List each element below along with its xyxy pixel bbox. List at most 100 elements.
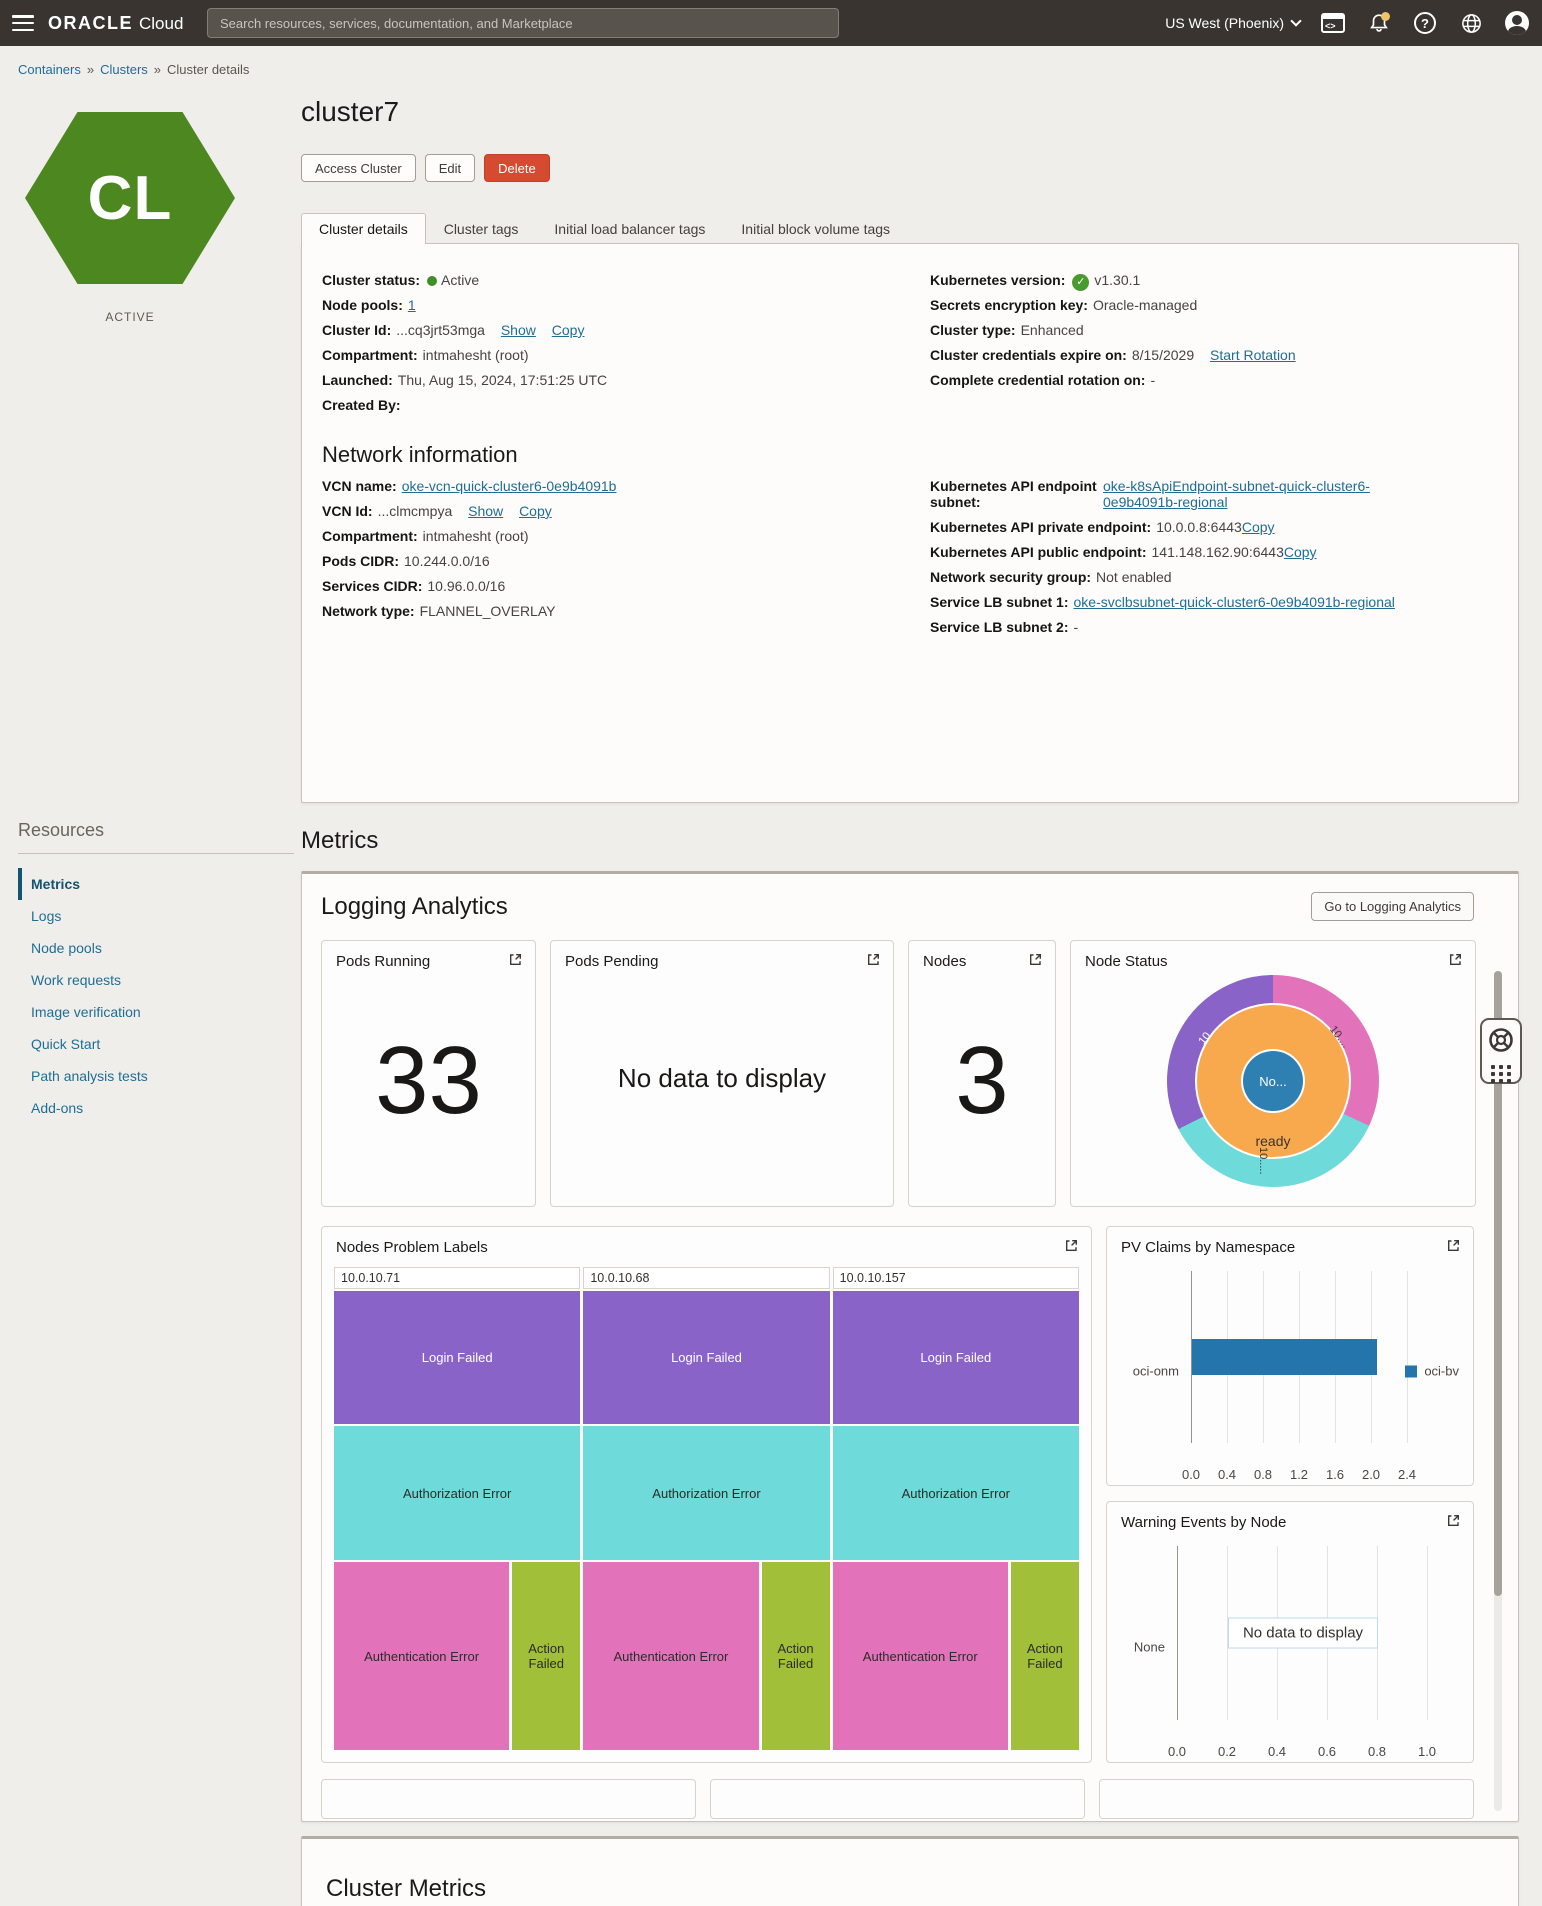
tab-cluster-tags[interactable]: Cluster tags — [443, 221, 519, 237]
cluster-metrics-panel: Cluster Metrics — [301, 1836, 1519, 1906]
x-tick: 0.8 — [1253, 1467, 1273, 1482]
logo-oracle: ORACLE — [48, 12, 133, 33]
logging-analytics-panel: Logging Analytics Go to Logging Analytic… — [301, 871, 1519, 1822]
copy-link[interactable]: Copy — [551, 322, 585, 338]
pods-pending-empty-state: No data to display — [617, 1063, 827, 1093]
treemap-cell-authorization-error[interactable]: Authorization Error — [334, 1426, 581, 1560]
show-link[interactable]: Show — [468, 503, 504, 519]
problem-labels-treemap[interactable]: 10.0.10.71 Login Failed Authorization Er… — [334, 1267, 1079, 1750]
nodes-card: Nodes 3 — [908, 940, 1056, 1207]
node-status-sunburst-chart[interactable]: No... ready 10... 10.... 10..... — [1167, 975, 1379, 1188]
pv-claims-bar-chart[interactable]: oci-onm 0.0 0.4 0.8 1.2 1.6 2.0 2 — [1121, 1271, 1459, 1482]
treemap-cell-login-failed[interactable]: Login Failed — [334, 1291, 581, 1424]
field-cluster-status: Cluster status: Active — [322, 272, 480, 288]
field-node-pools: Node pools: 1 — [322, 297, 416, 313]
treemap-cell-login-failed[interactable]: Login Failed — [583, 1291, 830, 1424]
hamburger-menu-icon[interactable] — [12, 15, 34, 31]
no-data-message: No data to display — [1227, 1617, 1379, 1649]
treemap-cell-authorization-error[interactable]: Authorization Error — [583, 1426, 830, 1560]
pods-pending-card: Pods Pending No data to display — [550, 940, 894, 1207]
api-endpoint-subnet-link[interactable]: oke-k8sApiEndpoint-subnet-quick-cluster6… — [1103, 478, 1370, 510]
go-to-logging-analytics-button[interactable]: Go to Logging Analytics — [1311, 892, 1474, 921]
copy-link[interactable]: Copy — [1283, 544, 1317, 560]
cloud-shell-icon[interactable]: <> — [1320, 10, 1346, 36]
sidebar-item-metrics[interactable]: Metrics — [18, 868, 294, 900]
top-navigation-bar: ORACLE Cloud US West (Phoenix) <> ? — [0, 0, 1542, 46]
external-link-icon[interactable] — [1446, 1513, 1461, 1533]
sidebar-item-node-pools[interactable]: Node pools — [31, 940, 102, 956]
edit-button[interactable]: Edit — [424, 154, 476, 182]
field-services-cidr: Services CIDR: 10.96.0.0/16 — [322, 578, 506, 594]
show-link[interactable]: Show — [500, 322, 536, 338]
tab-initial-load-balancer-tags[interactable]: Initial load balancer tags — [554, 221, 706, 237]
treemap-cell-authorization-error[interactable]: Authorization Error — [832, 1426, 1079, 1560]
logo-cloud: Cloud — [139, 13, 184, 33]
field-vcn-id: VCN Id: ...clmcmpya Show Copy — [322, 503, 552, 519]
notifications-bell-icon[interactable] — [1366, 10, 1392, 36]
logging-analytics-title: Logging Analytics — [321, 892, 508, 920]
treemap-cell-action-failed[interactable]: Action Failed — [761, 1562, 830, 1750]
treemap-cell-authentication-error[interactable]: Authentication Error — [583, 1562, 759, 1750]
external-link-icon[interactable] — [1028, 952, 1043, 972]
copy-link[interactable]: Copy — [1241, 519, 1275, 535]
external-link-icon[interactable] — [508, 952, 523, 972]
sidebar-item-image-verification[interactable]: Image verification — [31, 1004, 141, 1020]
legend-swatch — [1405, 1365, 1418, 1377]
access-cluster-button[interactable]: Access Cluster — [301, 154, 416, 182]
external-link-icon[interactable] — [1448, 952, 1463, 972]
breadcrumb-separator: » — [153, 62, 162, 77]
sunburst-cyan-segment-label: 10..... — [1257, 1147, 1269, 1175]
field-complete-rotation: Complete credential rotation on: - — [930, 372, 1156, 388]
field-network-security-group: Network security group: Not enabled — [930, 569, 1172, 585]
warning-events-chart[interactable]: None No data to display 0.0 0.2 0.4 0.6 … — [1121, 1546, 1459, 1759]
treemap-cell-authentication-error[interactable]: Authentication Error — [334, 1562, 510, 1750]
breadcrumb-clusters[interactable]: Clusters — [100, 62, 148, 77]
search-input[interactable] — [207, 8, 839, 38]
region-label: US West (Phoenix) — [1165, 15, 1284, 31]
field-k8s-api-endpoint-subnet: Kubernetes API endpoint subnet: oke-k8sA… — [930, 478, 1494, 510]
language-globe-icon[interactable] — [1458, 10, 1484, 36]
external-link-icon[interactable] — [1064, 1238, 1079, 1258]
bar-oci-onm[interactable] — [1192, 1339, 1377, 1375]
sidebar-item-work-requests[interactable]: Work requests — [31, 972, 121, 988]
panel-scrollbar-thumb[interactable] — [1494, 971, 1502, 1596]
status-badge: ACTIVE — [105, 310, 155, 324]
life-ring-icon — [1488, 1027, 1514, 1058]
node-pools-link[interactable]: 1 — [407, 297, 416, 313]
region-selector[interactable]: US West (Phoenix) — [1165, 15, 1302, 31]
treemap-cell-login-failed[interactable]: Login Failed — [832, 1291, 1079, 1424]
x-tick: 0.4 — [1267, 1744, 1287, 1759]
oracle-cloud-logo[interactable]: ORACLE Cloud — [48, 13, 183, 34]
vcn-name-link[interactable]: oke-vcn-quick-cluster6-0e9b4091b — [401, 478, 617, 494]
page-title: cluster7 — [301, 96, 400, 127]
clipped-card — [1099, 1779, 1474, 1819]
sidebar-item-logs[interactable]: Logs — [31, 908, 62, 924]
start-rotation-link[interactable]: Start Rotation — [1210, 347, 1296, 363]
external-link-icon[interactable] — [1446, 1238, 1461, 1258]
user-avatar-icon[interactable] — [1504, 10, 1530, 36]
treemap-column: 10.0.10.71 Login Failed Authorization Er… — [334, 1267, 581, 1750]
panel-scrollbar-track[interactable] — [1494, 971, 1502, 1811]
breadcrumb-containers[interactable]: Containers — [18, 62, 81, 77]
clipped-card — [321, 1779, 696, 1819]
tab-initial-block-volume-tags[interactable]: Initial block volume tags — [741, 221, 891, 237]
treemap-cell-action-failed[interactable]: Action Failed — [512, 1562, 581, 1750]
external-link-icon[interactable] — [866, 952, 881, 972]
sidebar-item-add-ons[interactable]: Add-ons — [31, 1100, 84, 1116]
check-circle-icon: ✓ — [1072, 273, 1090, 291]
sidebar-item-path-analysis-tests[interactable]: Path analysis tests — [31, 1068, 148, 1084]
assistant-widget[interactable] — [1480, 1018, 1522, 1084]
copy-link[interactable]: Copy — [519, 503, 552, 519]
help-icon[interactable]: ? — [1412, 10, 1438, 36]
pods-running-value: 33 — [375, 1026, 482, 1134]
chart-legend: oci-bv — [1405, 1364, 1459, 1379]
treemap-cell-authentication-error[interactable]: Authentication Error — [832, 1562, 1008, 1750]
active-status-dot — [427, 276, 438, 286]
network-information-heading: Network information — [322, 442, 518, 467]
service-lb-subnet-link[interactable]: oke-svclbsubnet-quick-cluster6-0e9b4091b… — [1073, 594, 1395, 610]
treemap-cell-action-failed[interactable]: Action Failed — [1010, 1562, 1079, 1750]
sidebar-item-quick-start[interactable]: Quick Start — [31, 1036, 101, 1052]
tab-cluster-details[interactable]: Cluster details — [301, 213, 426, 244]
grid-dots-icon — [1490, 1065, 1512, 1083]
delete-button[interactable]: Delete — [484, 154, 550, 182]
